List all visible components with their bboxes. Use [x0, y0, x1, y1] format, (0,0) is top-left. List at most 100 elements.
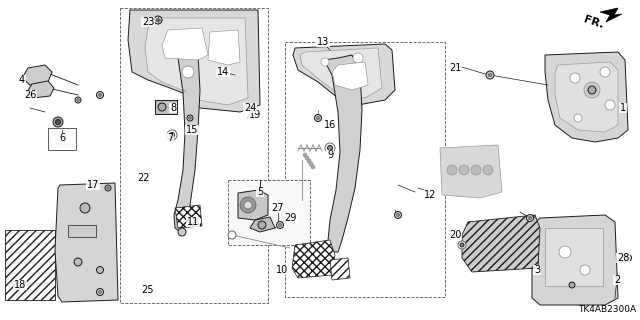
Circle shape: [328, 146, 333, 150]
Bar: [68, 225, 96, 237]
Circle shape: [588, 86, 596, 94]
Text: 28: 28: [617, 253, 629, 263]
Text: 20: 20: [449, 230, 461, 240]
Circle shape: [396, 213, 399, 217]
Text: 12: 12: [424, 190, 436, 200]
Polygon shape: [170, 38, 200, 232]
Circle shape: [316, 116, 319, 120]
Circle shape: [625, 254, 632, 261]
Polygon shape: [238, 190, 268, 220]
Text: 25: 25: [141, 285, 154, 295]
Circle shape: [574, 114, 582, 122]
Text: 14: 14: [217, 67, 229, 77]
Polygon shape: [293, 44, 395, 105]
Circle shape: [529, 216, 532, 220]
Circle shape: [460, 243, 464, 247]
Circle shape: [278, 223, 282, 227]
Circle shape: [570, 73, 580, 83]
Circle shape: [107, 187, 109, 189]
Text: 26: 26: [24, 90, 36, 100]
Circle shape: [189, 117, 191, 119]
Circle shape: [187, 115, 193, 121]
Text: 23: 23: [142, 17, 154, 27]
Circle shape: [156, 18, 160, 22]
Circle shape: [458, 241, 466, 249]
Text: 9: 9: [327, 150, 333, 160]
Circle shape: [471, 165, 481, 175]
Bar: [5, 230, 55, 300]
Polygon shape: [250, 217, 275, 232]
Polygon shape: [55, 183, 118, 302]
Polygon shape: [128, 10, 260, 112]
Circle shape: [325, 143, 335, 153]
Circle shape: [99, 93, 102, 97]
Bar: [545, 228, 603, 286]
Circle shape: [353, 53, 363, 63]
Circle shape: [527, 214, 534, 221]
Circle shape: [309, 162, 313, 166]
Text: TK4AB2300A: TK4AB2300A: [578, 305, 636, 314]
Polygon shape: [462, 215, 540, 272]
Text: 27: 27: [272, 203, 284, 213]
Circle shape: [321, 58, 329, 66]
Polygon shape: [545, 52, 628, 142]
Text: 16: 16: [324, 120, 336, 130]
Circle shape: [305, 156, 309, 160]
Text: 5: 5: [257, 187, 263, 197]
Circle shape: [77, 99, 79, 101]
Text: 6: 6: [59, 133, 65, 143]
Text: 3: 3: [534, 265, 540, 275]
Text: 15: 15: [186, 125, 198, 135]
Circle shape: [158, 103, 166, 111]
Circle shape: [97, 289, 104, 295]
Circle shape: [167, 130, 177, 140]
Bar: [48, 128, 76, 150]
Circle shape: [605, 100, 615, 110]
Circle shape: [459, 165, 469, 175]
Circle shape: [154, 16, 162, 24]
Circle shape: [240, 197, 256, 213]
Text: 29: 29: [284, 213, 296, 223]
Polygon shape: [300, 48, 382, 98]
Circle shape: [307, 159, 311, 163]
Circle shape: [228, 231, 236, 239]
Circle shape: [244, 201, 252, 209]
Circle shape: [75, 97, 81, 103]
Circle shape: [53, 117, 63, 127]
Polygon shape: [332, 62, 368, 90]
Circle shape: [170, 132, 175, 138]
Circle shape: [99, 291, 102, 293]
Text: 21: 21: [449, 63, 461, 73]
Polygon shape: [145, 18, 248, 105]
Text: 24: 24: [244, 103, 256, 113]
Text: 19: 19: [249, 110, 261, 120]
Polygon shape: [600, 8, 622, 22]
Bar: [228, 180, 310, 245]
Polygon shape: [208, 30, 240, 65]
Circle shape: [569, 282, 575, 288]
Text: 4: 4: [19, 75, 25, 85]
Circle shape: [488, 73, 492, 77]
Circle shape: [178, 228, 186, 236]
Text: 8: 8: [170, 103, 176, 113]
Circle shape: [56, 119, 61, 124]
Polygon shape: [330, 258, 350, 280]
Circle shape: [486, 71, 494, 79]
Circle shape: [483, 165, 493, 175]
Polygon shape: [27, 81, 54, 98]
Circle shape: [182, 66, 194, 78]
Circle shape: [600, 67, 610, 77]
Polygon shape: [555, 62, 618, 132]
Circle shape: [97, 92, 104, 99]
Text: 18: 18: [14, 280, 26, 290]
Bar: [285, 42, 445, 297]
Text: 7: 7: [167, 133, 173, 143]
Circle shape: [580, 265, 590, 275]
Circle shape: [276, 221, 284, 228]
Bar: [120, 8, 268, 303]
Text: 13: 13: [317, 37, 329, 47]
Text: 11: 11: [187, 217, 199, 227]
Circle shape: [258, 221, 266, 229]
Circle shape: [314, 115, 321, 122]
Polygon shape: [22, 65, 52, 85]
